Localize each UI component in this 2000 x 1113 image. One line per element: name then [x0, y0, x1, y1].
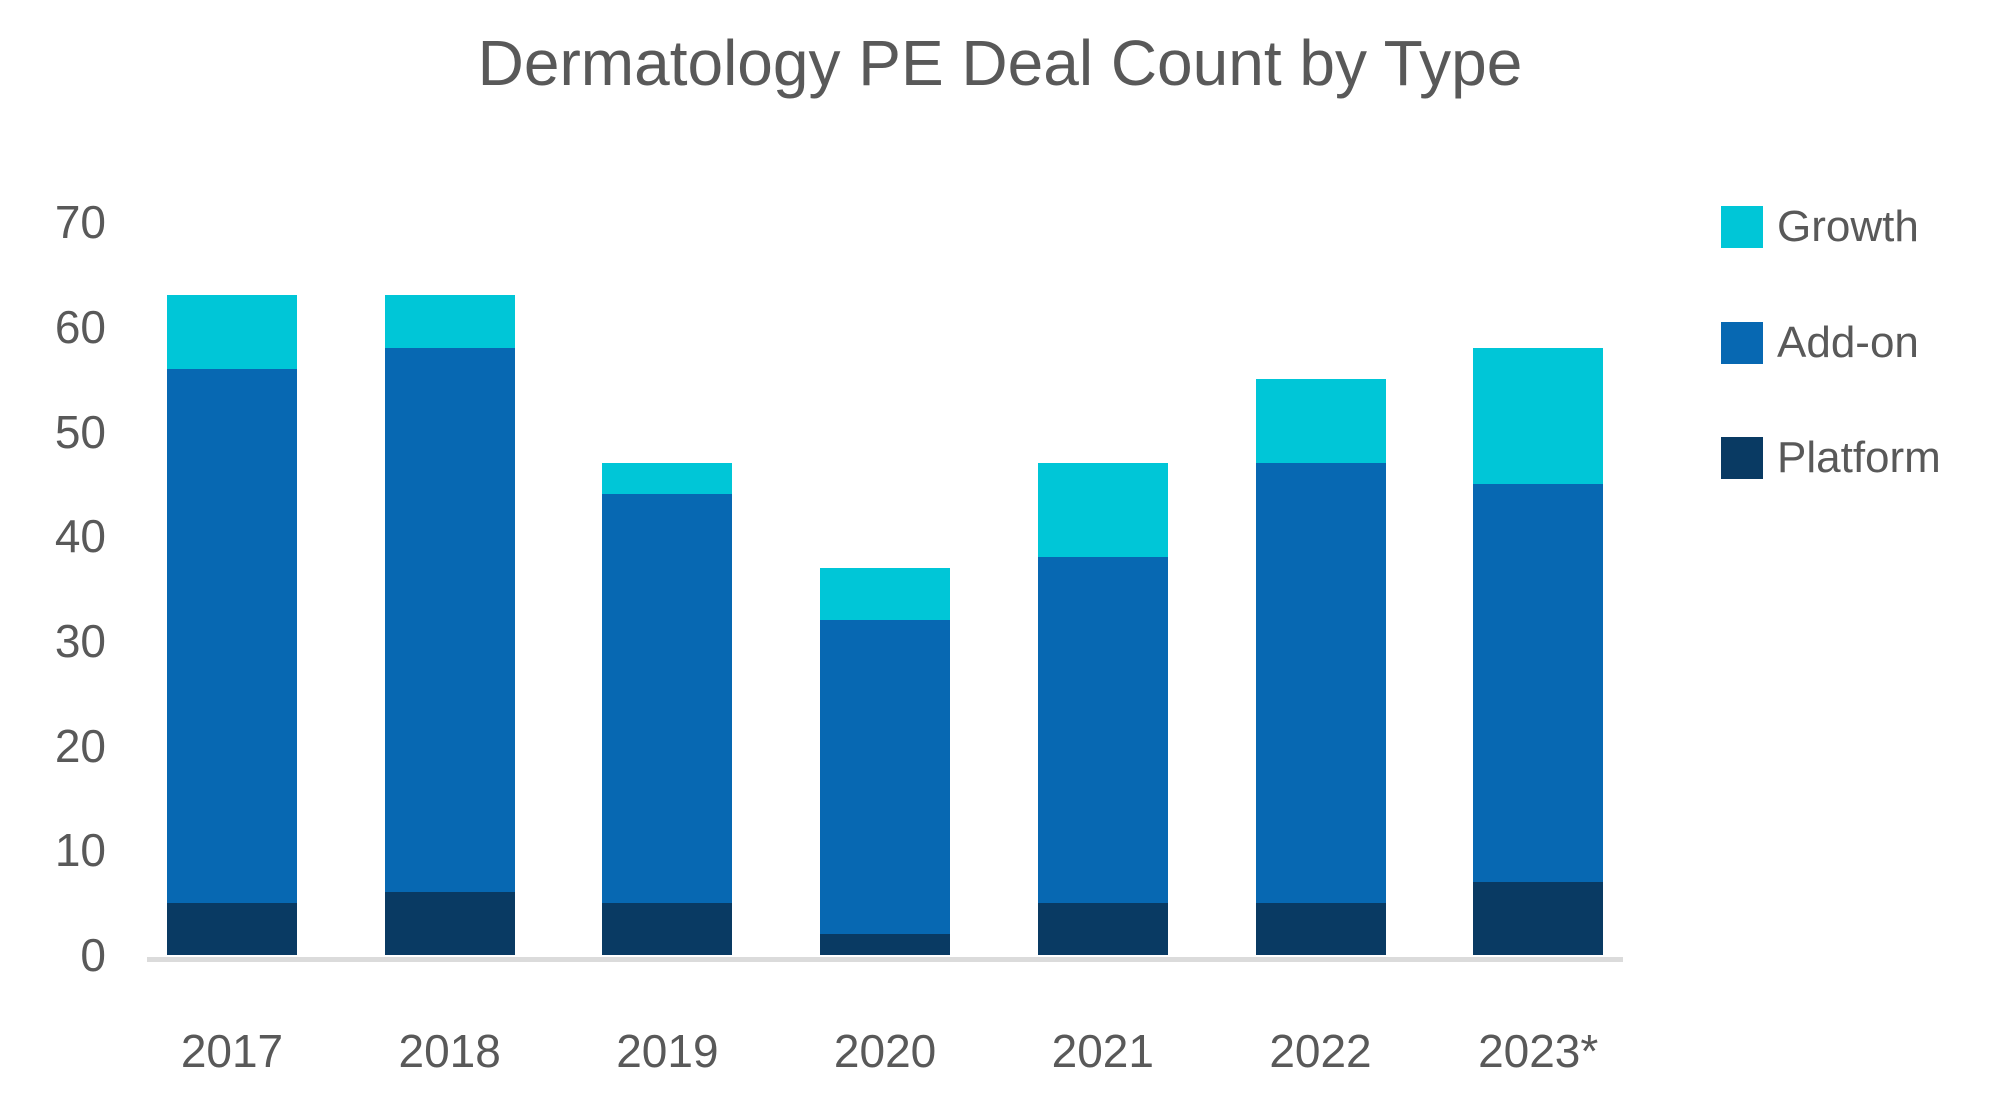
- bar-segment-add-on-2018: [384, 347, 515, 893]
- y-tick-label-20: 20: [54, 719, 106, 772]
- x-tick-label-2019: 2019: [616, 1025, 719, 1077]
- bar-segment-add-on-2017: [167, 368, 297, 903]
- bar-segment-growth-2019: [602, 462, 733, 495]
- bar-segment-platform-2019: [602, 902, 733, 955]
- x-axis-line: [147, 957, 1623, 962]
- x-tick-label-2023: 2023*: [1478, 1025, 1599, 1077]
- legend-item-add-on: Add-on: [1721, 321, 1919, 365]
- bar-segment-add-on-2023: [1473, 483, 1604, 882]
- y-tick-label-0: 0: [80, 929, 106, 981]
- bar-segment-growth-2023: [1473, 347, 1604, 484]
- x-tick-label-2018: 2018: [398, 1025, 501, 1077]
- bar-segment-growth-2017: [167, 295, 297, 369]
- y-tick-label-50: 50: [54, 405, 106, 458]
- bar-segment-platform-2018: [384, 892, 515, 955]
- bar-segment-add-on-2019: [602, 494, 733, 903]
- legend-item-growth: Growth: [1721, 205, 1919, 249]
- bar-segment-add-on-2022: [1255, 462, 1386, 903]
- legend-label: Platform: [1777, 433, 1941, 482]
- bar-segment-platform-2023: [1473, 881, 1604, 955]
- bar-segment-growth-2022: [1255, 379, 1386, 463]
- bar-segment-platform-2020: [820, 934, 951, 955]
- chart-title: Dermatology PE Deal Count by Type: [477, 27, 1523, 99]
- legend-label: Growth: [1777, 202, 1919, 251]
- y-tick-label-30: 30: [54, 614, 106, 667]
- bar-segment-platform-2017: [167, 902, 297, 955]
- legend-swatch-icon: [1721, 206, 1763, 248]
- bar-segment-platform-2022: [1255, 902, 1386, 955]
- x-tick-label-2021: 2021: [1051, 1025, 1154, 1077]
- bar-segment-add-on-2020: [820, 619, 951, 935]
- x-tick-label-2017: 2017: [180, 1025, 284, 1077]
- bar-segment-platform-2021: [1037, 902, 1168, 955]
- bar-segment-growth-2020: [820, 567, 951, 620]
- y-tick-label-60: 60: [54, 300, 106, 353]
- y-tick-label-10: 10: [54, 824, 106, 877]
- x-tick-label-2020: 2020: [833, 1025, 937, 1077]
- legend-swatch-icon: [1721, 322, 1763, 364]
- bar-segment-growth-2021: [1037, 462, 1168, 558]
- x-tick-label-2022: 2022: [1269, 1025, 1372, 1077]
- y-tick-label-70: 70: [54, 196, 106, 249]
- legend-item-platform: Platform: [1721, 436, 1941, 480]
- legend-label: Add-on: [1777, 318, 1919, 367]
- legend-swatch-icon: [1721, 437, 1763, 479]
- bar-segment-add-on-2021: [1037, 557, 1168, 903]
- bar-segment-growth-2018: [384, 295, 515, 348]
- y-tick-label-40: 40: [54, 510, 106, 563]
